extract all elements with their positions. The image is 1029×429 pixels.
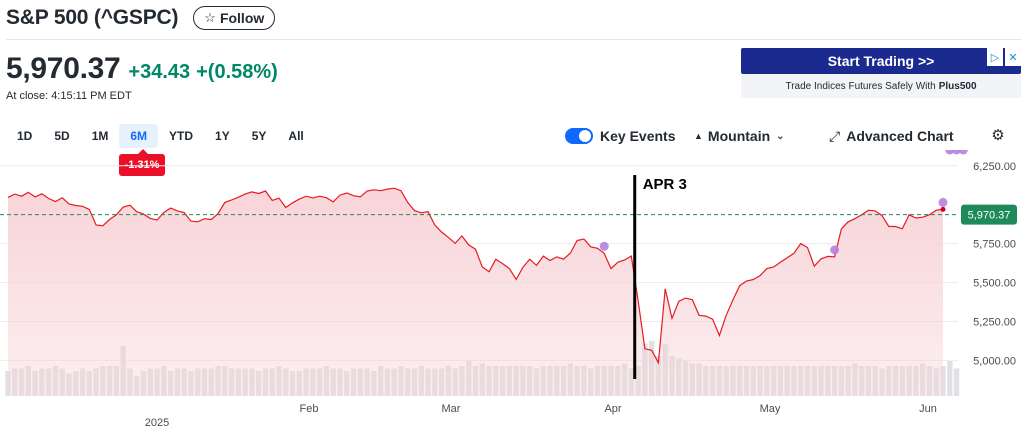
advanced-chart-label: Advanced Chart	[846, 128, 954, 144]
close-icon[interactable]: ✕	[1005, 48, 1021, 66]
range-5y[interactable]: 5Y	[251, 129, 267, 143]
price-line	[7, 187, 944, 365]
range-5d[interactable]: 5D	[54, 129, 70, 143]
volume-bar	[947, 361, 953, 396]
chart-type-label: Mountain	[707, 128, 771, 144]
follow-button[interactable]: ☆ Follow	[193, 6, 276, 30]
expand-icon: ⤢	[829, 127, 841, 144]
header-divider	[6, 39, 1021, 40]
x-tick-label: 2025	[145, 417, 169, 429]
chart-type-dropdown[interactable]: ▲ Mountain ⌄	[694, 126, 785, 146]
advanced-chart-button[interactable]: ⤢ Advanced Chart	[829, 126, 954, 146]
adchoices-icon[interactable]: ▷	[987, 48, 1003, 66]
follow-label: Follow	[219, 10, 265, 26]
ad-tagline[interactable]: Trade Indices Futures Safely With Plus500	[741, 74, 1021, 98]
ad-brand: Plus500	[938, 80, 977, 92]
close-info: At close: 4:15:11 PM EDT	[6, 90, 135, 102]
ticker-title: S&P 500 (^GSPC)	[6, 6, 179, 29]
event-label: APR 3	[643, 176, 687, 193]
range-performance-badge: -1.31%	[119, 149, 165, 176]
close-label: At close:	[6, 90, 49, 102]
price-change-percent: +(0.58%)	[196, 61, 278, 83]
event-marker[interactable]	[952, 150, 962, 155]
y-tick-label: 5,500.00	[973, 278, 1016, 290]
ad-start-trading-button[interactable]: Start Trading >>	[741, 48, 1021, 74]
event-markers[interactable]	[599, 150, 968, 255]
key-events-label: Key Events	[600, 128, 676, 144]
y-tick-label: 5,750.00	[973, 239, 1016, 251]
range-all[interactable]: All	[288, 129, 304, 143]
last-price-tag-bg	[961, 204, 1017, 225]
current-price: 5,970.37	[6, 52, 121, 85]
range-ytd[interactable]: YTD	[169, 129, 194, 143]
key-events-toggle[interactable]	[565, 128, 593, 144]
last-price-tag-text: 5,970.37	[968, 210, 1011, 222]
range-1d[interactable]: 1D	[17, 129, 33, 143]
mountain-icon: ▲	[694, 131, 703, 141]
chevron-down-icon: ⌄	[776, 130, 785, 142]
gear-icon[interactable]: ⚙	[991, 127, 1005, 144]
event-marker[interactable]	[958, 150, 968, 155]
ad-controls: ▷ ✕	[987, 48, 1021, 66]
ad-tagline-text: Trade Indices Futures Safely With	[785, 80, 936, 92]
x-tick-label: Jun	[919, 403, 937, 415]
x-tick-label: May	[760, 403, 781, 415]
event-marker[interactable]	[938, 197, 948, 207]
price-area	[8, 188, 943, 396]
range-1m[interactable]: 1M	[91, 129, 109, 143]
range-1y[interactable]: 1Y	[215, 129, 230, 143]
toggle-knob	[579, 130, 591, 142]
y-tick-label: 5,000.00	[973, 355, 1016, 367]
event-marker[interactable]	[599, 241, 609, 251]
star-outline-icon: ☆	[204, 10, 216, 25]
close-time: 4:15:11 PM EDT	[51, 90, 132, 102]
y-tick-label: 5,250.00	[973, 317, 1016, 329]
range-selector: 1D 5D 1M 6M YTD 1Y 5Y All	[6, 124, 315, 148]
price-row: 5,970.37 +34.43 +(0.58%)	[6, 52, 278, 86]
range-6m[interactable]: 6M	[119, 124, 159, 148]
ad-banner[interactable]: Start Trading >> ▷ ✕ Trade Indices Futur…	[741, 48, 1021, 100]
x-tick-label: Mar	[442, 403, 461, 415]
price-change: +34.43	[128, 61, 191, 83]
last-point-dot	[940, 206, 946, 212]
x-tick-label: Feb	[300, 403, 319, 415]
title-row: S&P 500 (^GSPC) ☆ Follow	[6, 4, 276, 32]
x-tick-label: Apr	[604, 403, 621, 415]
y-axis: 6,250.00 5,750.00 5,500.00 5,250.00 5,000.00	[973, 161, 1016, 368]
key-events-toggle-group[interactable]: Key Events	[565, 126, 675, 146]
event-marker[interactable]	[945, 150, 955, 155]
last-price-tag: 5,970.37	[961, 204, 1017, 225]
price-chart[interactable]: APR 3 6,250.00 5,750.00 5,500.00 5,250.00 5,…	[0, 150, 1029, 429]
volume-bar	[953, 368, 960, 396]
y-tick-label: 6,250.00	[973, 161, 1016, 173]
x-axis: 2025 Feb Mar Apr May Jun	[145, 403, 937, 429]
event-marker[interactable]	[830, 245, 840, 255]
